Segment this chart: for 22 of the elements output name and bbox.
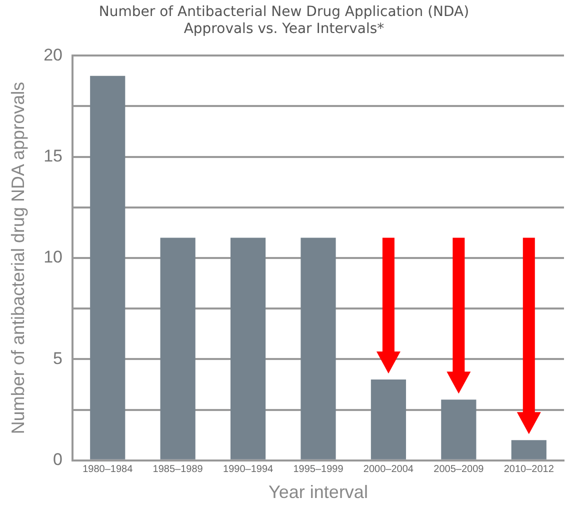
bar bbox=[90, 76, 126, 460]
y-tick-label: 15 bbox=[44, 146, 63, 166]
x-tick-label: 2005–2009 bbox=[434, 464, 484, 476]
x-axis-title: Year interval bbox=[268, 482, 368, 502]
y-tick-label: 20 bbox=[44, 45, 63, 64]
x-tick-label: 1980–1984 bbox=[82, 464, 134, 476]
chart-title: Number of Antibacterial New Drug Application (NDA) Approvals vs. Year Intervals* bbox=[98, 4, 470, 37]
bar bbox=[160, 238, 196, 460]
bar bbox=[511, 440, 546, 460]
bar bbox=[230, 238, 266, 460]
y-tick-label: 5 bbox=[53, 348, 63, 368]
x-tick-label: 1995–1999 bbox=[293, 464, 344, 476]
bar bbox=[370, 379, 406, 460]
y-tick-label: 0 bbox=[53, 450, 63, 470]
x-tick-label: 2000–2004 bbox=[363, 464, 414, 476]
x-tick-label: 1990–1994 bbox=[223, 464, 274, 476]
x-tick-label: 2010–2012 bbox=[504, 464, 554, 476]
bar bbox=[300, 238, 336, 460]
bar bbox=[441, 400, 476, 460]
x-tick-label: 1985–1989 bbox=[152, 464, 204, 476]
y-axis-title: Number of antibacterial drug NDA approvals bbox=[8, 82, 28, 434]
y-tick-label: 10 bbox=[44, 248, 63, 267]
